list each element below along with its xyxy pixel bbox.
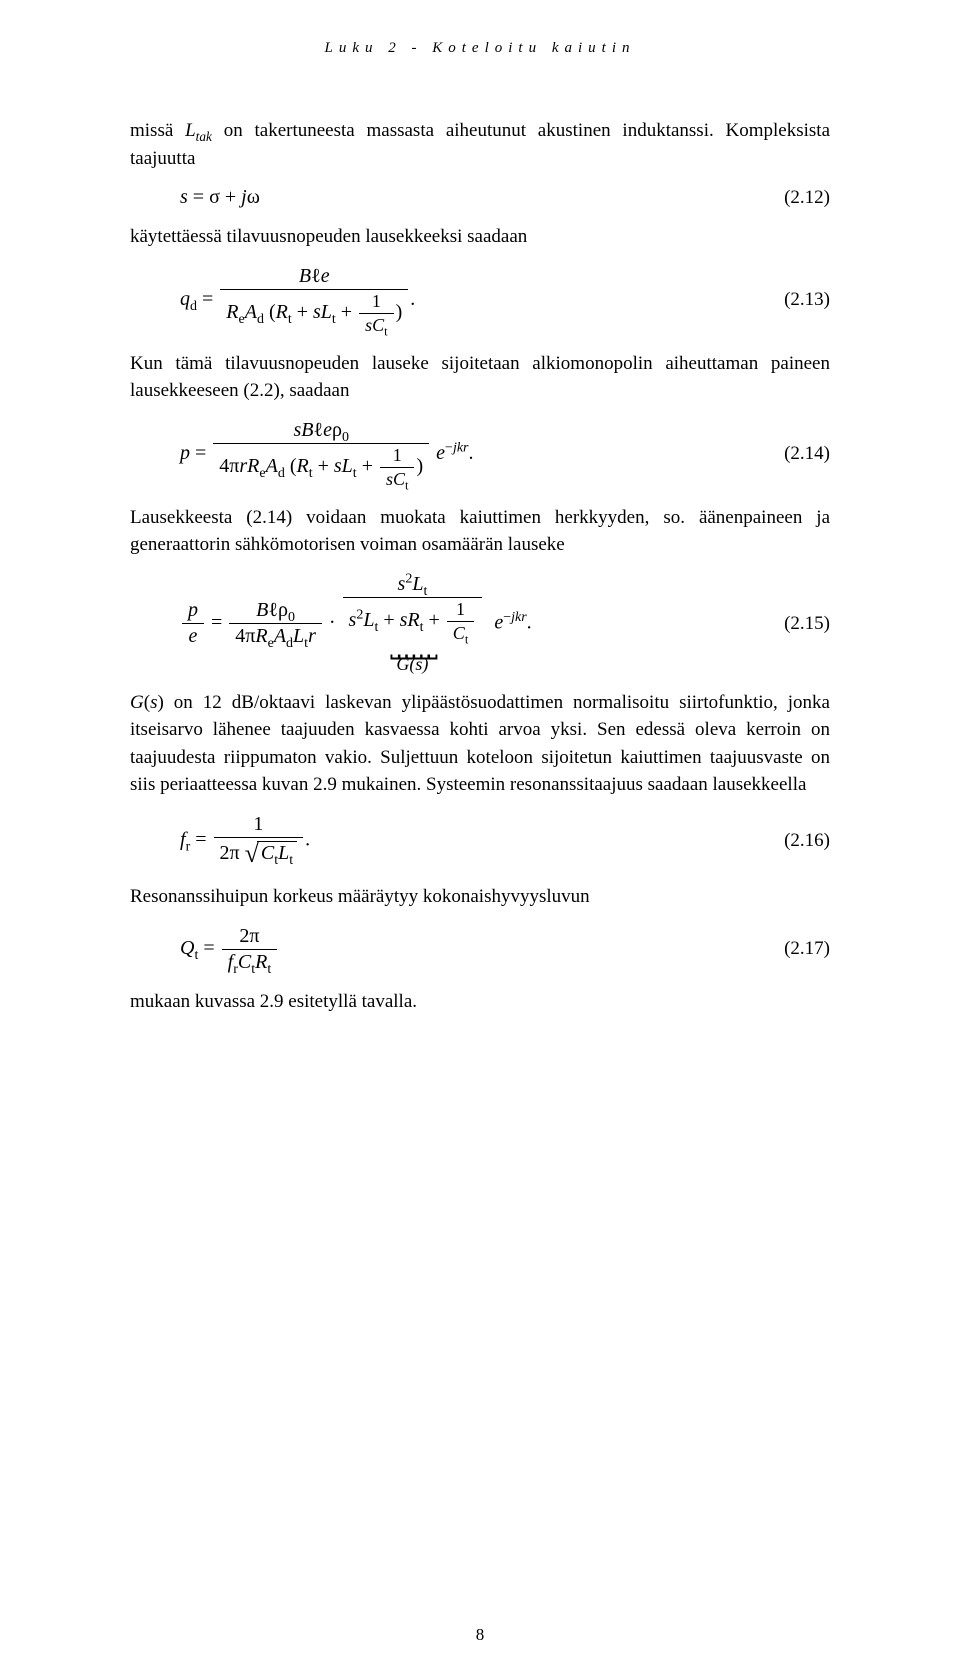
underbrace-gs: s2Lt s2Lt + sRt + 1Ct ⎵⎵⎵⎵⎵⎵ G(s) [341,573,485,675]
eq-2-16-content: fr = 1 2π √CtLt . [130,813,760,869]
para-5: G(s) on 12 dB/oktaavi laskevan ylipäästö… [130,689,830,799]
eq-2-14-content: p = sBℓeρ0 4πrReAd (Rt + sLt + 1sCt) e−j… [130,419,760,490]
eq-2-13-content: qd = Bℓe ReAd (Rt + sLt + 1sCt) . [130,265,760,336]
eq-2-12-number: (2.12) [760,187,830,209]
equation-2-13: qd = Bℓe ReAd (Rt + sLt + 1sCt) . (2.13) [130,265,830,336]
underbrace-label: G(s) [341,654,485,675]
equation-2-14: p = sBℓeρ0 4πrReAd (Rt + sLt + 1sCt) e−j… [130,419,830,490]
page-number: 8 [0,1625,960,1645]
para-7: mukaan kuvassa 2.9 esitetyllä tavalla. [130,988,830,1016]
equation-2-12: s = σ + jω (2.12) [130,186,830,209]
sym-Ltak-L: L [185,120,196,141]
para-3: Kun tämä tilavuusnopeuden lauseke sijoit… [130,350,830,405]
para5-rest: on 12 dB/oktaavi laskevan ylipäästösuoda… [130,692,830,796]
para1-b: on takertuneesta massasta aiheutunut aku… [130,120,830,169]
sym-Ltak-sub: tak [196,129,212,144]
eq-2-15-number: (2.15) [760,613,830,635]
eq-2-13-number: (2.13) [760,289,830,311]
eq-2-17-content: Qt = 2π frCtRt [130,925,760,974]
para1-a: missä [130,120,185,141]
equation-2-16: fr = 1 2π √CtLt . (2.16) [130,813,830,869]
para-2: käytettäessä tilavuusnopeuden lausekkeek… [130,223,830,251]
eq-2-17-number: (2.17) [760,938,830,960]
page: Luku 2 - Koteloitu kaiutin missä Ltak on… [0,0,960,1680]
equation-2-17: Qt = 2π frCtRt (2.17) [130,925,830,974]
eq-2-15-content: p e = Bℓρ0 4πReAdLtr · s2Lt s2Lt + sRt +… [130,573,760,675]
para-1: missä Ltak on takertuneesta massasta aih… [130,117,830,172]
para-4: Lausekkeesta (2.14) voidaan muokata kaiu… [130,504,830,559]
eq-2-12-content: s = σ + jω [130,186,760,209]
eq-2-16-number: (2.16) [760,830,830,852]
eq-2-14-number: (2.14) [760,443,830,465]
para-6: Resonanssihuipun korkeus määräytyy kokon… [130,883,830,911]
equation-2-15: p e = Bℓρ0 4πReAdLtr · s2Lt s2Lt + sRt +… [130,573,830,675]
chapter-header: Luku 2 - Koteloitu kaiutin [130,40,830,57]
